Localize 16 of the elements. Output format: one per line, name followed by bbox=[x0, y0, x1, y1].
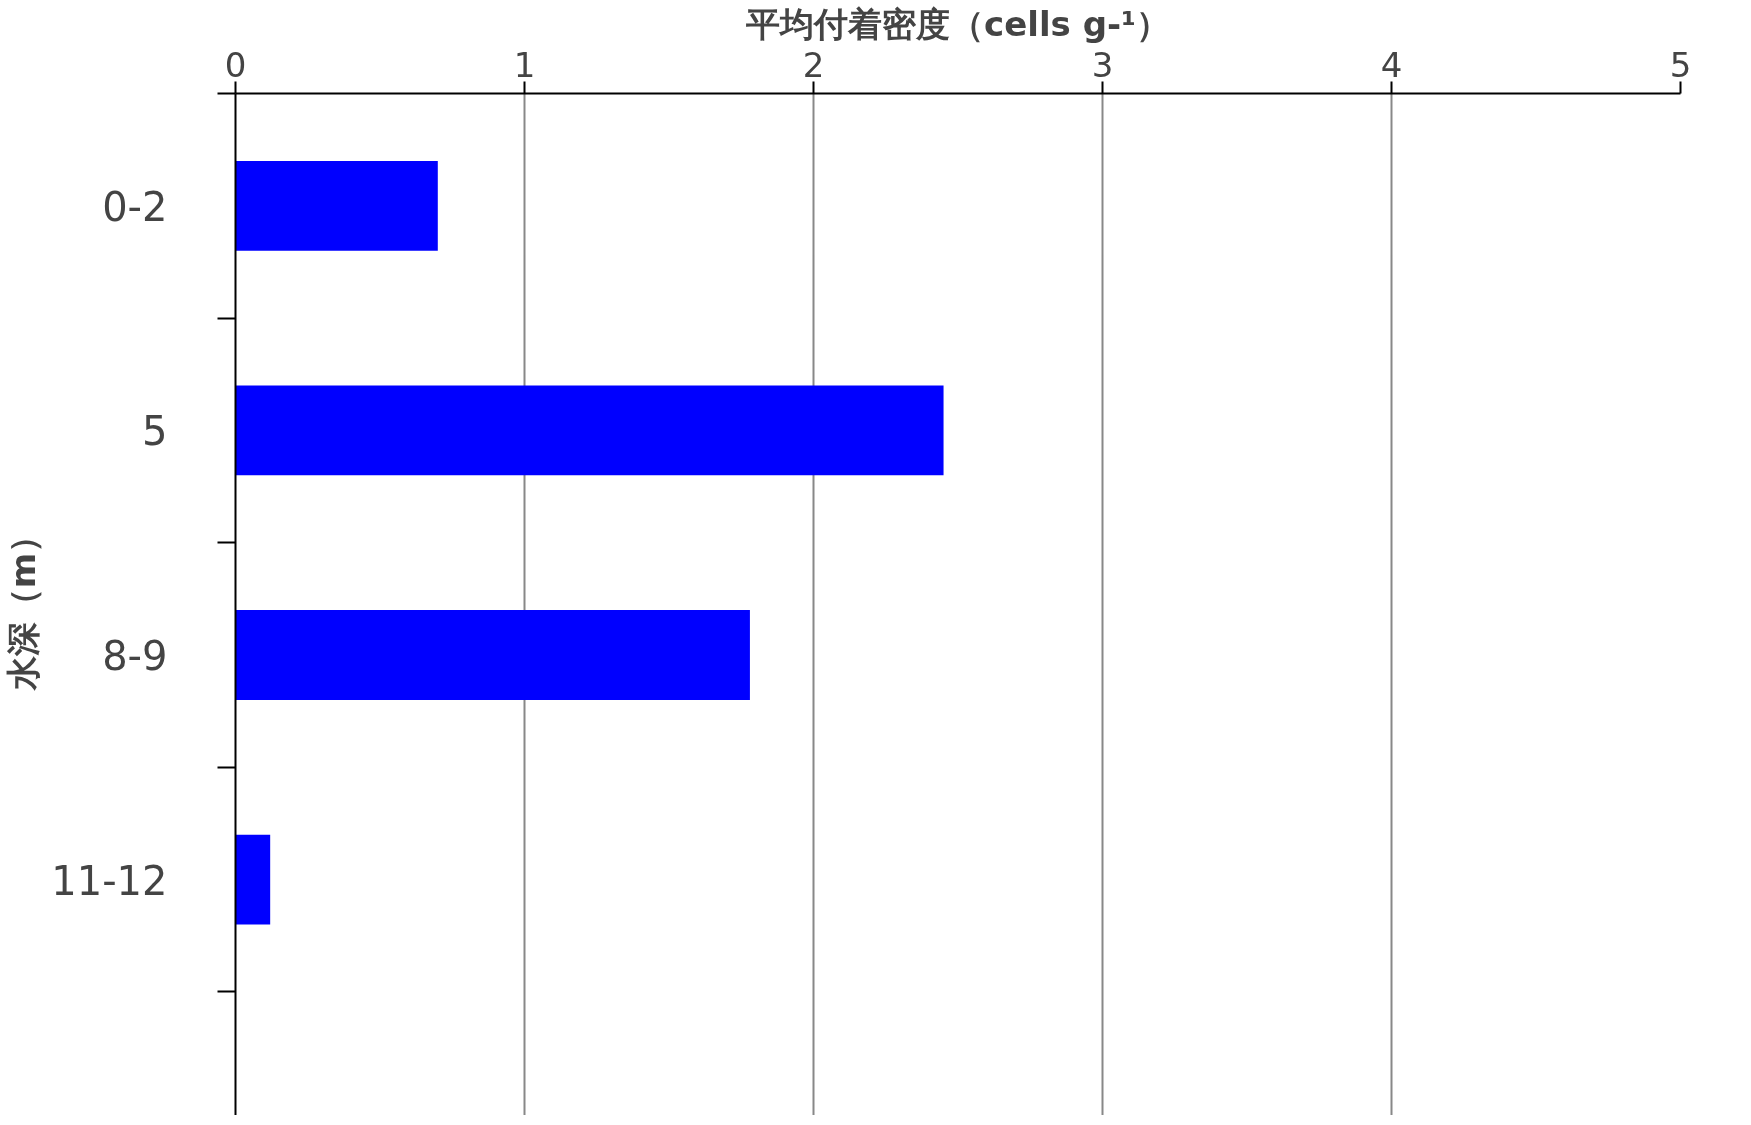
y-tick-label: 11-12 bbox=[51, 857, 168, 904]
bar bbox=[235, 610, 750, 700]
x-tick-label: 4 bbox=[1380, 44, 1403, 85]
x-axis-title: 平均付着密度（cells g-¹） bbox=[745, 3, 1170, 44]
x-tick-label: 5 bbox=[1669, 44, 1692, 85]
bar bbox=[235, 160, 438, 251]
y-tick-label: 0-2 bbox=[102, 183, 168, 230]
x-tick-label: 2 bbox=[802, 44, 825, 85]
y-axis-title: 水深（m） bbox=[3, 518, 44, 692]
y-tick-label: 8-9 bbox=[102, 633, 168, 680]
y-tick-label: 5 bbox=[142, 408, 168, 455]
bar bbox=[235, 385, 944, 476]
x-tick-label: 1 bbox=[513, 44, 536, 85]
x-tick-label: 0 bbox=[224, 44, 247, 85]
x-tick-label: 3 bbox=[1091, 44, 1114, 85]
bar bbox=[235, 834, 271, 925]
